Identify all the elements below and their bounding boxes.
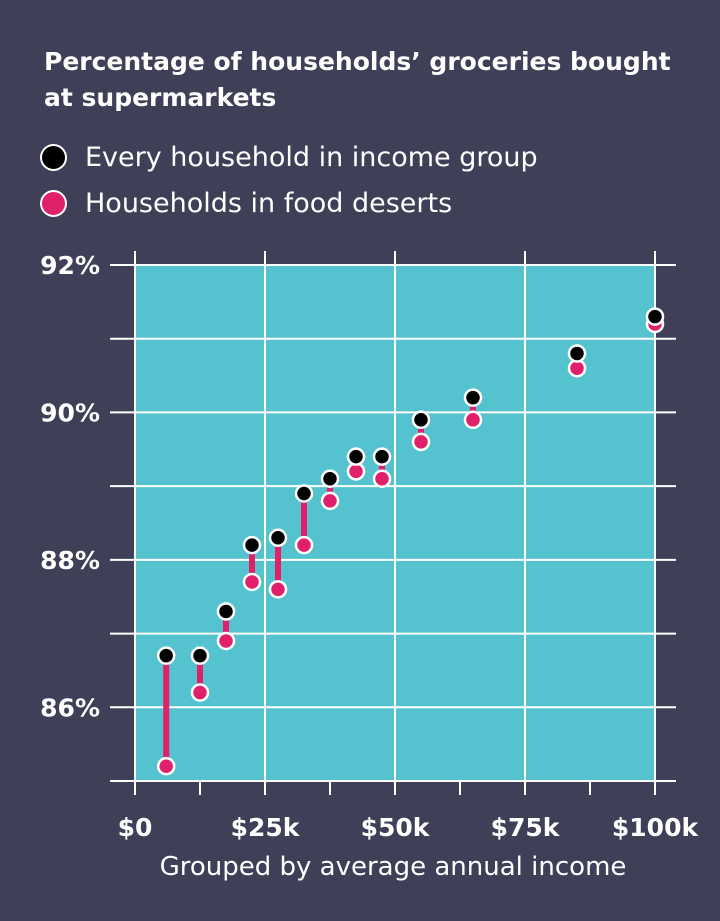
point-every-household [216,602,236,621]
y-tick-label: 88% [40,546,100,575]
point-food-desert [411,432,431,452]
point-every-household [294,484,314,503]
point-food-desert [242,572,262,592]
x-tick-label: $75k [491,813,561,842]
y-tick-label: 92% [40,251,100,280]
x-tick-label: $100k [612,813,700,842]
point-every-household [156,646,176,665]
point-every-household [463,388,483,407]
point-every-household [242,535,262,555]
point-every-household [346,447,366,466]
x-tick-label: $25k [231,813,301,842]
point-food-desert [190,683,210,702]
point-every-household [190,646,210,665]
point-every-household [411,410,431,430]
point-every-household [645,307,665,326]
point-food-desert [294,535,314,555]
x-axis-label: Grouped by average annual income [160,852,627,882]
point-every-household [567,344,587,363]
point-food-desert [372,469,392,489]
legend-swatch-pink-dot [40,189,67,217]
x-tick-label: $50k [361,813,431,842]
legend-item-food-deserts: Households in food deserts [40,180,538,226]
point-food-desert [320,491,340,511]
plot-layer: 86% 88% 90% 92% $0 $25k $50k $75k $100k [40,251,699,842]
legend-swatch-black-dot [40,143,67,171]
point-every-household [320,469,340,489]
legend-label-food-deserts: Households in food deserts [85,187,453,219]
chart-legend: Every household in income group Househol… [40,134,538,226]
point-every-household [268,528,288,547]
point-food-desert [463,410,483,430]
y-tick-label: 86% [40,693,100,722]
legend-item-every-household: Every household in income group [40,134,538,180]
y-tick-label: 90% [40,398,100,427]
point-food-desert [156,757,176,776]
x-tick-label: $0 [118,813,153,842]
point-food-desert [216,631,236,651]
chart-title: Percentage of households’ groceries boug… [44,47,671,112]
point-food-desert [268,580,288,599]
point-every-household [372,447,392,466]
legend-label-every-household: Every household in income group [85,141,538,173]
